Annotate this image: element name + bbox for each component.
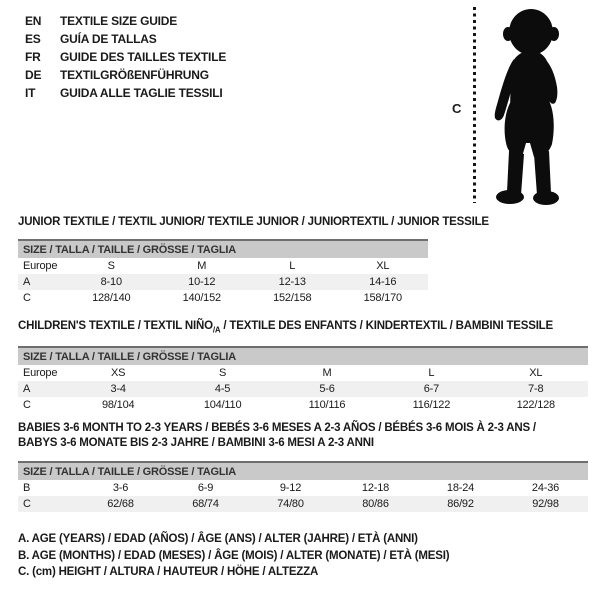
babies-title-line: BABIES 3-6 MONTH TO 2-3 YEARS / BEBÉS 3-…	[18, 422, 536, 434]
children-title-part: CHILDREN'S TEXTILE / TEXTIL NIÑO	[18, 320, 213, 332]
cell: 110/116	[308, 399, 346, 411]
table-row: A 3-4 4-5 5-6 6-7 7-8	[18, 381, 588, 397]
language-title: TEXTILE SIZE GUIDE	[60, 14, 178, 28]
cell: 3-6	[112, 482, 129, 494]
table-row: Europe S M L XL	[18, 258, 428, 274]
language-row: IT GUIDA ALLE TAGLIE TESSILI	[25, 84, 226, 102]
language-code: ES	[25, 32, 41, 46]
table-row: B 3-6 6-9 9-12 12-18 18-24 24-36	[18, 480, 588, 496]
cell: 12-18	[361, 482, 390, 494]
language-row: FR GUIDE DES TAILLES TEXTILE	[25, 48, 226, 66]
cell: M	[197, 260, 207, 272]
cell: 158/170	[363, 292, 403, 304]
row-label: C	[18, 496, 78, 512]
cell: S	[107, 260, 115, 272]
legend-line-a: A. AGE (YEARS) / EDAD (AÑOS) / ÂGE (ANS)…	[18, 533, 418, 545]
cell: 18-24	[446, 482, 475, 494]
cell: 6-7	[379, 381, 484, 397]
baby-silhouette-icon	[494, 9, 559, 205]
cell: 7-8	[483, 381, 588, 397]
cell: XL	[376, 260, 390, 272]
table-row: A 8-10 10-12 12-13 14-16	[18, 274, 428, 290]
cell: L	[289, 260, 296, 272]
size-header-row: SIZE / TALLA / TAILLE / GRÖSSE / TAGLIA	[18, 346, 588, 365]
cell: 128/140	[92, 292, 131, 304]
cell: 24-36	[531, 482, 560, 494]
cell: 62/68	[78, 496, 163, 512]
babies-title-line: BABYS 3-6 MONATE BIS 2-3 JAHRE / BAMBINI…	[18, 436, 374, 449]
cell: 14-16	[337, 274, 428, 290]
children-section-title: CHILDREN'S TEXTILE / TEXTIL NIÑO/A / TEX…	[18, 319, 553, 338]
table-row: C 98/104 104/110 110/116 116/122 122/128	[18, 397, 588, 413]
cell: 140/152	[182, 292, 222, 304]
cell: 9-12	[279, 482, 302, 494]
cell: 10-12	[156, 274, 247, 290]
language-row: ES GUÍA DE TALLAS	[25, 30, 226, 48]
cell: 12-13	[247, 274, 338, 290]
cell: 8-10	[66, 274, 157, 290]
babies-section-title: BABIES 3-6 MONTH TO 2-3 YEARS / BEBÉS 3-…	[18, 421, 536, 450]
children-title-subscript: /A	[212, 325, 221, 335]
children-size-table: SIZE / TALLA / TAILLE / GRÖSSE / TAGLIA …	[18, 346, 588, 413]
size-header-row: SIZE / TALLA / TAILLE / GRÖSSE / TAGLIA	[18, 239, 428, 258]
row-label: B	[23, 482, 31, 494]
cell: XL	[529, 367, 543, 379]
cell: 4-5	[170, 381, 275, 397]
cell: 116/122	[412, 399, 451, 411]
language-row: EN TEXTILE SIZE GUIDE	[25, 12, 226, 30]
language-title: GUÍA DE TALLAS	[60, 32, 157, 46]
height-measure-label: C	[452, 101, 462, 116]
language-title: TEXTILGRÖßENFÜHRUNG	[60, 68, 209, 82]
cell: 104/110	[203, 399, 242, 411]
size-header-bar: SIZE / TALLA / TAILLE / GRÖSSE / TAGLIA	[18, 346, 588, 365]
baby-figure: C	[450, 5, 580, 207]
height-measure-dotted-line	[473, 7, 476, 203]
junior-size-table: SIZE / TALLA / TAILLE / GRÖSSE / TAGLIA …	[18, 239, 428, 306]
cell: 80/86	[333, 496, 418, 512]
junior-section-title: JUNIOR TEXTILE / TEXTIL JUNIOR/ TEXTILE …	[18, 216, 489, 228]
language-code: FR	[25, 50, 41, 64]
table-row: Europe XS S M L XL	[18, 365, 588, 381]
language-code: EN	[25, 14, 42, 28]
babies-size-table: SIZE / TALLA / TAILLE / GRÖSSE / TAGLIA …	[18, 461, 588, 512]
cell: 86/92	[418, 496, 503, 512]
language-code: DE	[25, 68, 42, 82]
language-title-list: EN TEXTILE SIZE GUIDE ES GUÍA DE TALLAS …	[25, 12, 226, 102]
row-label: A	[18, 274, 66, 290]
legend-line-c: C. (cm) HEIGHT / ALTURA / HAUTEUR / HÖHE…	[18, 566, 319, 578]
cell: 68/74	[163, 496, 248, 512]
row-label: Europe	[23, 260, 58, 272]
cell: 74/80	[248, 496, 333, 512]
cell: L	[428, 367, 435, 379]
cell: 92/98	[503, 496, 588, 512]
size-header-bar: SIZE / TALLA / TAILLE / GRÖSSE / TAGLIA	[18, 461, 588, 480]
cell: S	[219, 367, 227, 379]
row-label: Europe	[23, 367, 58, 379]
cell: 3-4	[66, 381, 171, 397]
language-title: GUIDA ALLE TAGLIE TESSILI	[60, 86, 223, 100]
row-label: C	[23, 399, 31, 411]
language-title: GUIDE DES TAILLES TEXTILE	[60, 50, 227, 64]
cell: 122/128	[516, 399, 556, 411]
cell: 98/104	[101, 399, 135, 411]
size-header-bar: SIZE / TALLA / TAILLE / GRÖSSE / TAGLIA	[18, 239, 428, 258]
children-title-part: / TEXTILE DES ENFANTS / KINDERTEXTIL / B…	[220, 320, 553, 332]
legend: A. AGE (YEARS) / EDAD (AÑOS) / ÂGE (ANS)…	[18, 531, 450, 581]
cell: M	[322, 367, 332, 379]
size-header-row: SIZE / TALLA / TAILLE / GRÖSSE / TAGLIA	[18, 461, 588, 480]
table-row: C 62/68 68/74 74/80 80/86 86/92 92/98	[18, 496, 588, 512]
row-label: C	[23, 292, 31, 304]
row-label: A	[18, 381, 66, 397]
cell: 5-6	[274, 381, 380, 397]
cell: XS	[111, 367, 126, 379]
legend-line-b: B. AGE (MONTHS) / EDAD (MESES) / ÂGE (MO…	[18, 549, 450, 562]
cell: 152/158	[273, 292, 312, 304]
cell: 6-9	[197, 482, 214, 494]
table-row: C 128/140 140/152 152/158 158/170	[18, 290, 428, 306]
language-row: DE TEXTILGRÖßENFÜHRUNG	[25, 66, 226, 84]
language-code: IT	[25, 86, 36, 100]
